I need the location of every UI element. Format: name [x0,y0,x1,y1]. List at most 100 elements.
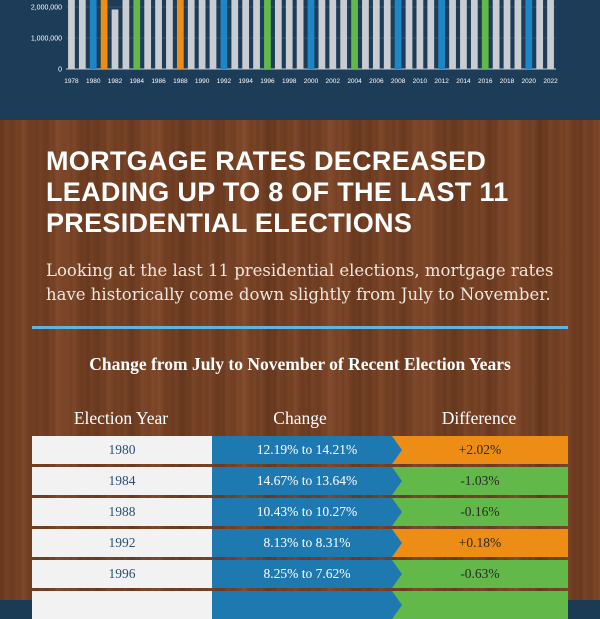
bar-2008 [394,0,402,69]
x-tick-label: 2016 [478,78,493,85]
year-cell: 1996 [32,560,212,588]
bar-2021 [536,0,544,69]
bar-1992 [220,0,228,69]
column-header-difference: Difference [441,408,517,428]
bar-1988 [176,0,184,69]
year-cell: 1984 [32,467,212,495]
x-tick-label: 1994 [238,78,253,85]
year-cell: 1988 [32,498,212,526]
bar-2007 [383,0,391,69]
x-tick-label: 1988 [173,78,188,85]
table-row: 1996 -0.63% 8.25% to 7.62% [32,560,568,588]
year-cell: 1980 [32,436,212,464]
bar-1993 [231,0,239,69]
change-cell: 14.67% to 13.64% [212,467,402,495]
x-tick-label: 2020 [522,78,537,85]
bar-2020 [525,0,533,69]
bar-2003 [340,0,348,69]
bar-1981 [100,0,108,69]
difference-cell: -1.03% [392,467,568,495]
bar-2001 [318,0,326,69]
chart-panel: 2,000,000 1,000,000 0 1978 1980 1982 1984 1986 1… [0,0,600,120]
bar-2009 [405,0,413,69]
bar-2017 [492,0,500,69]
year-cell-partial [32,591,212,619]
bar-1985 [144,0,152,69]
x-tick-label: 1998 [282,78,297,85]
table-row [32,591,568,619]
table-row: 1980 +2.02% 12.19% to 14.21% [32,436,568,464]
x-tick-label: 1978 [64,78,79,85]
headline: MORTGAGE RATES DECREASED LEADING UP TO 8… [46,146,509,238]
bar-2002 [329,0,337,69]
bar-2004 [351,0,358,69]
x-tick-label: 1990 [195,78,210,85]
difference-cell-partial [392,591,568,619]
change-cell: 10.43% to 10.27% [212,498,402,526]
bar-2012 [438,0,446,69]
bar-2022 [547,0,554,69]
bar-1983 [122,0,130,69]
bar-2000 [307,0,315,69]
x-tick-label: 1996 [260,78,275,85]
x-tick-label: 1982 [108,78,123,85]
bar-2006 [372,0,380,69]
bar-1979 [78,0,86,69]
x-tick-label: 2022 [543,78,558,85]
x-tick-label: 2000 [304,78,319,85]
bar-1995 [253,0,260,69]
x-tick-label: 1992 [217,78,232,85]
x-tick-label: 2018 [500,78,515,85]
change-cell: 8.25% to 7.62% [212,560,402,588]
intro-paragraph: Looking at the last 11 presidential elec… [46,261,554,304]
bar-2013 [449,0,456,69]
table-row: 1988 -0.16% 10.43% to 10.27% [32,498,568,526]
difference-cell: +0.18% [392,529,568,557]
y-tick-label: 1,000,000 [31,36,62,43]
bar-1999 [296,0,304,69]
x-tick-label: 2004 [347,78,362,85]
bar-1998 [285,0,293,69]
y-tick-label: 0 [58,67,62,74]
change-cell: 12.19% to 14.21% [212,436,402,464]
bar-2011 [427,0,435,69]
bar-1996 [264,0,271,69]
change-cell-partial [212,591,402,619]
bar-2005 [362,0,369,69]
x-tick-label: 2010 [413,78,428,85]
table-row: 1984 -1.03% 14.67% to 13.64% [32,467,568,495]
difference-cell: -0.63% [392,560,568,588]
bar-1986 [155,0,162,69]
bar-1990 [198,0,206,69]
column-header-election-year: Election Year [73,408,169,428]
bar-1987 [166,0,173,69]
bar-1994 [242,0,250,69]
bar-1982 [111,9,119,69]
bar-1997 [274,0,282,69]
bar-2018 [503,0,511,69]
year-cell: 1992 [32,529,212,557]
bar-2016 [481,0,489,69]
bar-1980 [89,0,97,69]
x-tick-label: 1986 [151,78,166,85]
table-title: Change from July to November of Recent E… [89,354,511,374]
x-tick-label: 2008 [391,78,406,85]
x-tick-label: 1984 [130,78,145,85]
x-tick-label: 2012 [434,78,449,85]
bar-2015 [470,0,478,69]
x-tick-label: 2006 [369,78,384,85]
bar-1991 [209,0,217,69]
change-cell: 8.13% to 8.31% [212,529,402,557]
x-tick-label: 1980 [86,78,101,85]
table-row: 1992 +0.18% 8.13% to 8.31% [32,529,568,557]
x-tick-label: 2002 [326,78,341,85]
divider [32,326,568,329]
column-header-change: Change [273,408,327,428]
bar-2010 [416,0,424,69]
bar-2019 [514,0,522,69]
difference-cell: -0.16% [392,498,568,526]
bar-1984 [133,0,141,69]
bar-1978 [68,0,75,69]
difference-cell: +2.02% [392,436,568,464]
